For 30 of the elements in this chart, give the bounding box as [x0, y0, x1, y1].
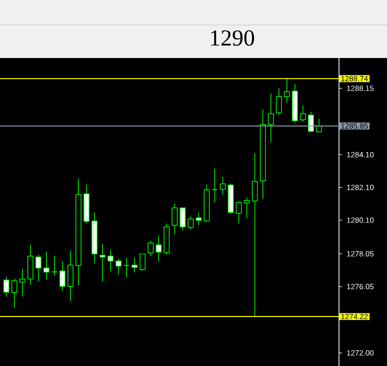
candlestick — [27, 244, 34, 286]
text: 1290 — [211, 30, 254, 46]
candlestick — [124, 257, 130, 278]
candlestick — [300, 104, 306, 122]
candlestick — [60, 261, 66, 291]
candlestick — [108, 249, 114, 272]
candlestick — [180, 208, 186, 231]
candlestick — [116, 258, 122, 275]
candlestick — [148, 240, 154, 257]
candlestick — [284, 78, 290, 104]
candlestick — [156, 235, 162, 262]
candlestick — [68, 250, 74, 302]
candlestick — [188, 216, 194, 230]
candlestick — [11, 278, 18, 308]
candlestick — [35, 254, 42, 282]
candlestick — [43, 251, 50, 280]
candlestick — [244, 197, 250, 219]
candlestick — [196, 212, 202, 226]
candlestick — [132, 257, 138, 273]
candlestick — [212, 168, 218, 203]
candlestick — [268, 93, 274, 143]
candlestick — [220, 176, 226, 196]
candlestick — [19, 268, 26, 297]
candlestick — [172, 203, 178, 235]
candlestick — [236, 200, 242, 224]
candlestick — [276, 88, 282, 116]
candlestick — [140, 254, 146, 271]
candlestick — [3, 276, 10, 297]
candlestick — [252, 152, 258, 317]
candlestick — [100, 243, 106, 282]
